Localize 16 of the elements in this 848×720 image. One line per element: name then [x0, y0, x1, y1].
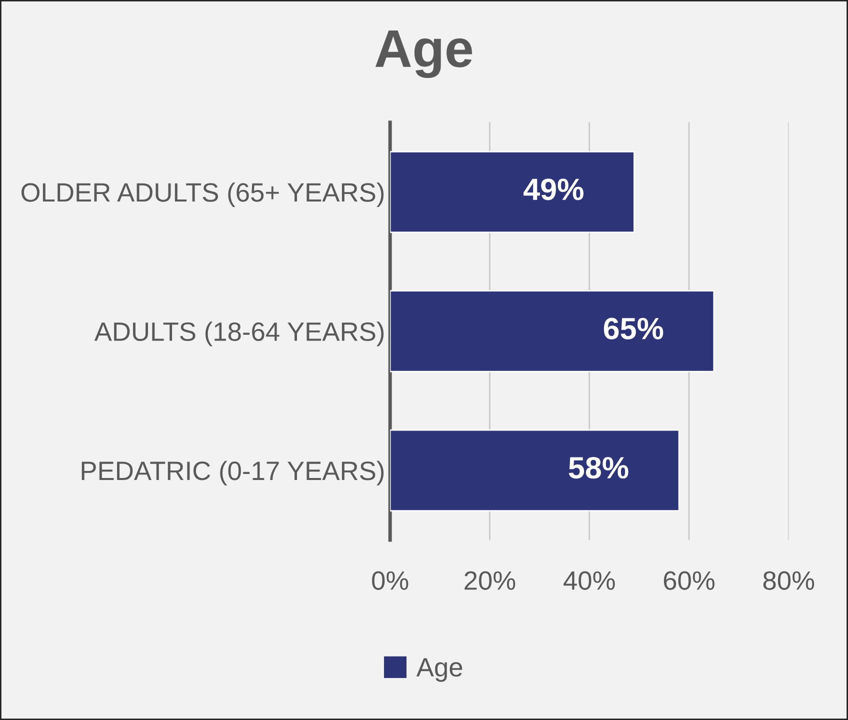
bar: [390, 290, 715, 372]
x-tick-label: 20%: [464, 571, 516, 590]
legend-label: Age: [416, 658, 462, 682]
x-tick-label: 80%: [763, 571, 814, 590]
x-tick-label: 60%: [664, 571, 714, 590]
y-tick-label: PEDATRIC (0-17 YEARS): [82, 460, 384, 486]
x-tick-label: 0%: [372, 571, 408, 590]
data-label: 58%: [568, 456, 628, 479]
y-tick-label: ADULTS (18-64 YEARS): [94, 322, 384, 346]
bar: [390, 429, 680, 512]
data-label: 65%: [604, 318, 664, 340]
x-tick-label: 40%: [564, 571, 615, 590]
bar: [390, 150, 635, 234]
chart-title: Age: [375, 30, 472, 78]
y-tick-label: OLDER ADULTS (65+ YEARS): [22, 182, 384, 208]
data-label: 49%: [524, 178, 584, 200]
